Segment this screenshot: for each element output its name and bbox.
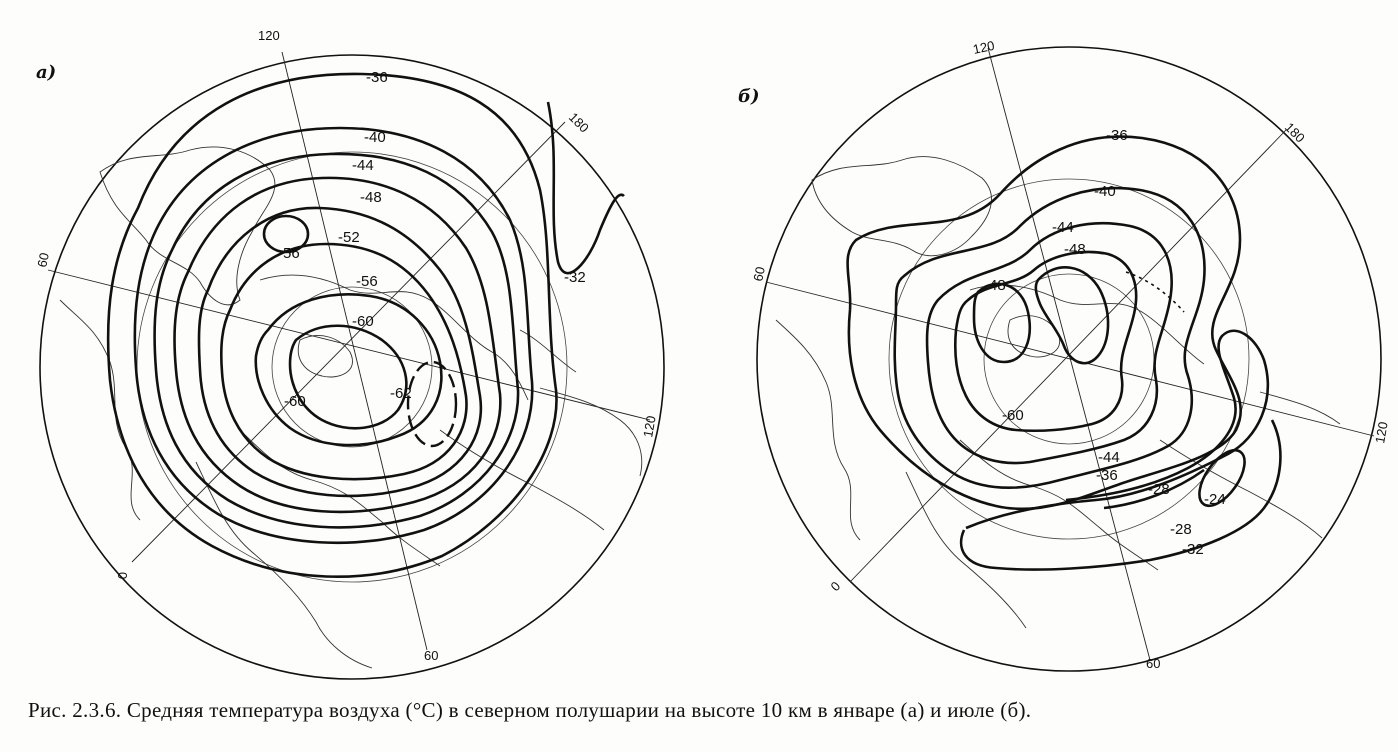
coastlines	[775, 156, 1341, 629]
isotherm-minus-52	[197, 206, 483, 498]
isotherm-minus-40	[133, 126, 534, 545]
isotherm-label: -44	[352, 157, 374, 174]
isotherm-label: -60	[284, 393, 306, 410]
isotherm-label: -62	[390, 385, 412, 402]
isotherm-minus-32	[959, 419, 1282, 571]
meridian-line-120-60	[281, 51, 428, 651]
isotherm-minus-44-closed	[1034, 266, 1110, 365]
isotherm-label: -40	[364, 129, 386, 146]
isotherm-minus-24	[1198, 448, 1246, 508]
isotherm-label: -32	[564, 269, 586, 286]
meridian-label: 120	[258, 28, 280, 43]
isotherm-lines	[106, 72, 625, 578]
map-boundary-circle	[756, 46, 1382, 672]
isotherm-label: -60	[352, 313, 374, 330]
isotherm-minus-48-closed	[972, 282, 1031, 364]
meridian-label: 120	[640, 415, 659, 439]
isotherm-label: -36	[1106, 127, 1128, 144]
meridian-label: 60	[750, 265, 768, 282]
isotherm-label: -44	[1098, 449, 1120, 466]
meridian-label: 60	[1146, 656, 1160, 671]
latitude-circle-30	[888, 178, 1250, 540]
isotherm-labels: -36 -40 -44 -48 -52 -56 -56 -60 -62 -60 …	[278, 69, 586, 410]
isotherm-label: -56	[278, 245, 300, 262]
isotherm-label: -28	[1170, 521, 1192, 538]
isotherm-labels: -36 -40 -44 -48 -48 -60 -44 -36 -28 -24 …	[984, 127, 1226, 558]
latitude-circle-60	[271, 286, 433, 448]
meridian-label: 180	[1282, 120, 1308, 146]
isotherm-minus-48	[954, 250, 1138, 433]
map-january: а) 120 180 60 120 60 0	[34, 28, 665, 680]
isotherm-minus-60	[254, 293, 443, 447]
isotherm-minus-48	[173, 176, 502, 514]
isotherm-minus-36	[846, 135, 1242, 511]
meridian-line-60-120	[765, 281, 1375, 437]
isotherm-label: -60	[1002, 407, 1024, 424]
isotherm-minus-62	[288, 324, 408, 430]
isotherm-minus-36-inner	[1103, 468, 1205, 510]
isotherm-label: -40	[1094, 183, 1116, 200]
isotherm-minus-56	[219, 242, 468, 481]
isotherm-lines	[846, 135, 1282, 571]
isotherm-minus-62-dashed	[406, 360, 458, 448]
panel-a-letter: а)	[36, 62, 56, 83]
isotherm-label: -52	[338, 229, 360, 246]
meridian-label: 120	[1372, 421, 1391, 445]
isotherm-label: -48	[1064, 241, 1086, 258]
isotherm-minus-32	[546, 101, 625, 275]
isotherm-label: -36	[1096, 467, 1118, 484]
meridian-label: 60	[424, 648, 438, 663]
latitude-circle-30	[136, 151, 568, 583]
meridian-line-180-0	[131, 121, 566, 563]
isotherm-label: -32	[1182, 541, 1204, 558]
isotherm-label: -56	[356, 273, 378, 290]
isotherm-label: -28	[1148, 481, 1170, 498]
meridian-label: 0	[115, 572, 130, 579]
isotherm-minus-44	[925, 222, 1173, 465]
meridian-label: 60	[34, 251, 52, 268]
isotherm-label: -24	[1204, 491, 1226, 508]
isotherm-minus-40	[893, 186, 1206, 490]
isotherm-minus-36	[106, 72, 558, 578]
isotherm-minus-28	[965, 329, 1269, 530]
maps-canvas: а) 120 180 60 120 60 0	[34, 28, 1391, 680]
meridian-label: 120	[972, 38, 996, 57]
figure-caption: Рис. 2.3.6. Средняя температура воздуха …	[28, 698, 1032, 722]
isotherm-minus-44	[153, 152, 520, 529]
meridian-label: 0	[828, 578, 844, 594]
map-july: б) 120 180 60 120 60 0	[738, 38, 1391, 672]
isotherm-dotted-segment	[1125, 271, 1185, 313]
isotherm-label: -36	[366, 69, 388, 86]
isotherm-label: -48	[984, 277, 1006, 294]
isotherm-label: -44	[1052, 219, 1074, 236]
map-boundary-circle	[39, 54, 665, 680]
meridian-line-60-120	[47, 269, 651, 421]
isotherm-label: -48	[360, 189, 382, 206]
panel-b-letter: б)	[738, 86, 760, 107]
meridian-label: 180	[566, 110, 592, 136]
isotherm-minus-56-closed	[262, 214, 310, 254]
